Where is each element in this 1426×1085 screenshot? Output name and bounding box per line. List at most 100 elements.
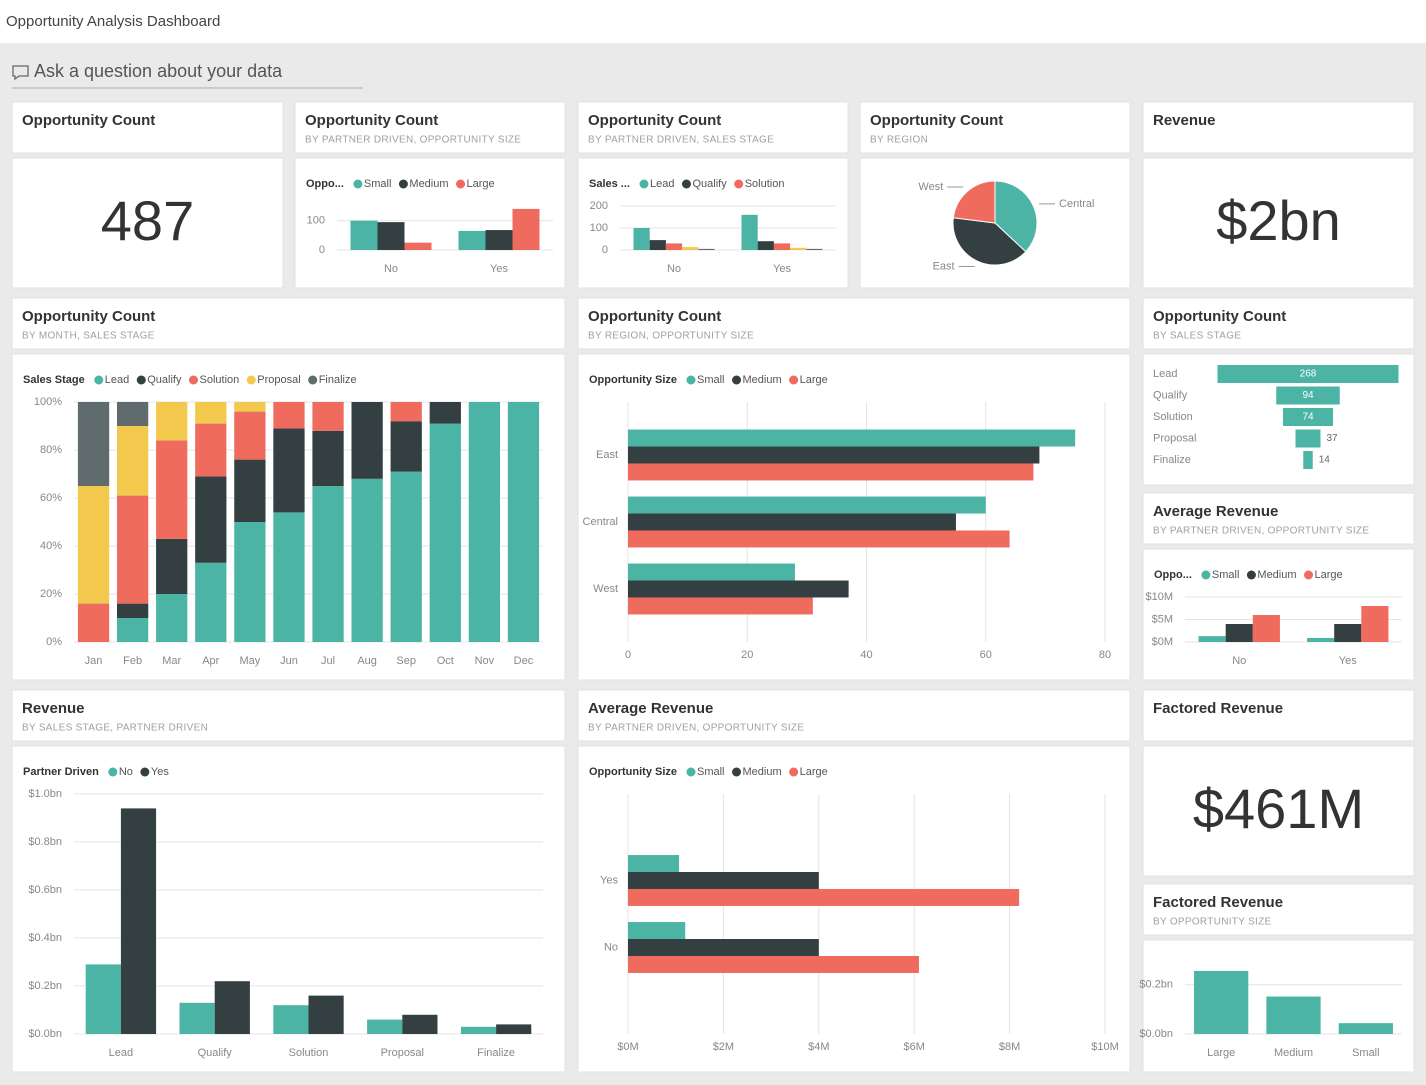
funnel-value: 14 [1319,455,1331,466]
tile-subtitle: BY OPPORTUNITY SIZE [1153,917,1272,928]
x-tick-label: No [1232,655,1246,667]
legend-swatch [308,375,318,385]
y-tick-label: 100 [590,222,608,234]
x-tick-label: Jun [280,655,298,667]
bar [1307,637,1335,642]
tile-body [577,745,1131,1073]
kpi-value: $461M [1193,777,1364,840]
bar-segment [351,402,383,479]
tile-header [11,101,284,154]
bar-segment [195,402,227,424]
bar-segment [156,594,188,642]
bar [649,240,666,250]
tile-title: Opportunity Count [588,308,721,325]
bar [460,1026,497,1034]
bar [806,248,823,250]
bar-segment [77,486,110,604]
tile-header [11,297,566,350]
tile-title: Opportunity Count [22,112,155,129]
legend-title: Oppo... [306,178,344,190]
bar-segment [312,430,344,486]
bar [214,981,250,1034]
bar-segment [312,402,344,431]
bar-segment [77,402,110,486]
legend-swatch [456,179,466,189]
tile-title: Revenue [22,700,85,717]
legend-label: Qualify [692,178,727,190]
legend-title: Sales ... [589,178,630,190]
bar [402,1014,438,1034]
bar-segment [195,562,227,642]
dashboard-title: Opportunity Analysis Dashboard [6,13,220,30]
y-tick-label: $0.4bn [28,932,62,944]
x-tick-label: 20 [741,649,753,661]
x-tick-label: $8M [999,1041,1020,1053]
bar [741,214,758,250]
funnel-label: Solution [1153,411,1193,423]
legend-swatch [734,179,744,189]
x-tick-label: May [239,655,260,667]
y-tick-label: $0.8bn [28,836,62,848]
x-tick-label: No [384,263,398,275]
x-tick-label: Lead [109,1047,133,1059]
bar [790,247,807,250]
legend-label: Large [467,178,495,190]
tile-header [1142,883,1415,936]
funnel-bar [1303,451,1313,469]
legend-label: Small [364,178,392,190]
legend-title: Partner Driven [23,766,99,778]
y-tick-label: $0.6bn [28,884,62,896]
bar [367,1019,403,1034]
legend-title: Oppo... [1154,569,1192,581]
legend-title: Sales Stage [23,374,85,386]
legend-swatch [94,375,104,385]
x-tick-label: Small [1352,1047,1380,1059]
legend-swatch [639,179,649,189]
bar [273,1005,309,1034]
y-tick-label: 0 [319,244,325,256]
legend-label: Proposal [257,374,300,386]
tile-header [1142,101,1415,154]
funnel-value: 37 [1326,433,1338,444]
tile-title: Opportunity Count [1153,308,1286,325]
bar [1338,1023,1393,1034]
bar [485,230,513,250]
funnel-value: 94 [1302,390,1314,401]
bar [628,939,819,956]
legend-swatch [1246,570,1256,580]
bar [404,242,432,250]
bar [628,597,813,615]
x-tick-label: Jan [85,655,103,667]
x-tick-label: No [667,263,681,275]
bar-segment [116,426,149,496]
bar [628,888,1020,906]
x-tick-label: Feb [123,655,142,667]
legend-label: Large [1315,569,1343,581]
bar [628,530,1010,548]
pie-label: Central [1059,198,1094,210]
bar-segment [156,402,188,441]
y-tick-label: Central [583,516,618,528]
tile-title: Average Revenue [1153,503,1278,520]
qna-box[interactable]: Ask a question about your data [12,61,363,89]
x-tick-label: Yes [490,263,508,275]
bar-segment [234,522,266,642]
y-tick-label: 80% [40,444,62,456]
funnel-value: 74 [1302,412,1314,423]
tile-subtitle: BY PARTNER DRIVEN, OPPORTUNITY SIZE [305,135,521,146]
legend-label: Medium [409,178,448,190]
bar [1194,970,1249,1034]
bar [628,513,956,531]
legend-label: Small [697,374,725,386]
legend-label: Small [697,766,725,778]
x-tick-label: 40 [860,649,872,661]
qna-placeholder[interactable]: Ask a question about your data [34,61,283,81]
tile-header [1142,689,1415,742]
x-tick-label: Qualify [198,1047,233,1059]
legend-swatch [108,767,118,777]
bar [1266,996,1321,1034]
x-tick-label: Dec [514,655,534,667]
bar-segment [156,440,188,539]
tile-subtitle: BY MONTH, SALES STAGE [22,331,155,342]
